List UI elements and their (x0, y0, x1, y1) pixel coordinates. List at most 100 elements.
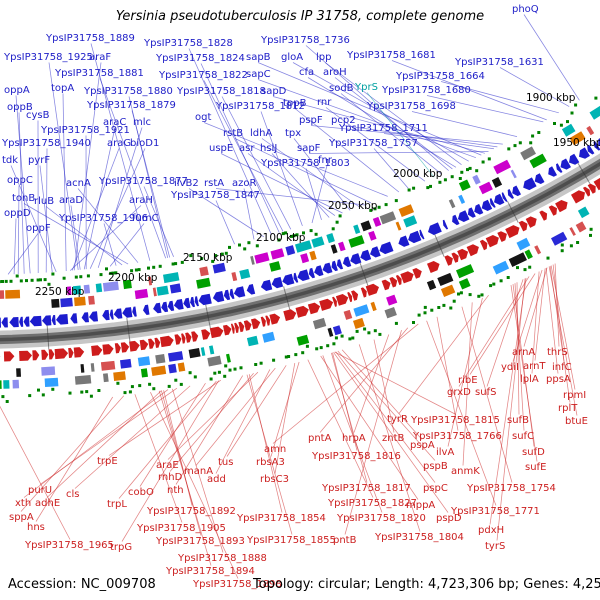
gene-label[interactable]: YpsIP31758_1736 (260, 35, 350, 46)
gene-label[interactable]: infC (552, 362, 572, 373)
gene-label[interactable]: YpsIP31758_1698 (366, 101, 456, 112)
gene-label[interactable]: YpsIP31758_1905 (136, 523, 226, 534)
gene-label[interactable]: cysB (26, 110, 50, 121)
gene-label[interactable]: acnA (66, 178, 91, 189)
gene-label[interactable]: YpsIP31758_1906 (58, 213, 148, 224)
gene-label[interactable]: sufE (525, 462, 546, 473)
gene-label[interactable]: oppD (4, 208, 31, 219)
gene-label[interactable]: ydiI (501, 362, 519, 373)
gene-label[interactable]: rstB (223, 128, 243, 139)
gene-label[interactable]: arnA (512, 347, 535, 358)
gene-label[interactable]: araE (156, 460, 179, 471)
gene-label[interactable]: YpsIP31758_1817 (321, 483, 411, 494)
gene-label[interactable]: mppA (406, 500, 435, 511)
gene-label[interactable]: oppC (7, 175, 33, 186)
gene-label[interactable]: YpsIP31758_1757 (328, 138, 418, 149)
gene-label[interactable]: ilvA (436, 447, 454, 458)
gene-label[interactable]: thrS (547, 347, 568, 358)
gene-label[interactable]: pcp2 (331, 115, 356, 126)
gene-label[interactable]: cobO (128, 487, 154, 498)
gene-label[interactable]: rbsA3 (256, 457, 285, 468)
gene-label[interactable]: YpsIP31758_1877 (98, 176, 188, 187)
gene-label[interactable]: YpsIP31758_1664 (395, 71, 485, 82)
gene-label[interactable]: sufC (512, 431, 534, 442)
gene-label[interactable]: pyrF (28, 155, 50, 166)
gene-label[interactable]: bioD1 (130, 138, 159, 149)
gene-label[interactable]: ribE (458, 375, 478, 386)
gene-label[interactable]: YpsIP31758_1894 (165, 566, 255, 577)
gene-label[interactable]: tdk (2, 155, 18, 166)
gene-label[interactable]: cfa (299, 67, 314, 78)
gene-label[interactable]: fumC (132, 213, 159, 224)
gene-label[interactable]: YpsIP31758_1820 (336, 513, 426, 524)
gene-label[interactable]: YpsIP31758_1847 (170, 190, 260, 201)
gene-label[interactable]: sufB (507, 415, 529, 426)
gene-label[interactable]: rbsC3 (260, 474, 289, 485)
gene-label[interactable]: YpsIP31758_1766 (412, 431, 502, 442)
gene-label[interactable]: YpsIP31758_1921 (40, 125, 130, 136)
gene-label[interactable]: uspE (209, 143, 233, 154)
gene-label[interactable]: tppB (283, 98, 307, 109)
gene-label[interactable]: YpsIP31758_1855 (246, 535, 336, 546)
gene-label[interactable]: anmK (451, 466, 480, 477)
gene-label[interactable]: YpsIP31758_1711 (338, 123, 428, 134)
gene-label[interactable]: YpsIP31758_1828 (143, 38, 233, 49)
gene-label[interactable]: mlc (133, 117, 151, 128)
gene-label[interactable]: YpsIP31758_1889 (45, 33, 135, 44)
gene-label[interactable]: YpsIP31758_1771 (450, 506, 540, 517)
gene-label[interactable]: cls (66, 489, 80, 500)
gene-label[interactable]: YpsIP31758_1925 (3, 52, 93, 63)
gene-label[interactable]: xth (15, 498, 31, 509)
gene-label[interactable]: YpsIP31758_1827 (327, 498, 417, 509)
gene-label[interactable]: YpsIP31758_1940 (1, 138, 91, 149)
gene-label[interactable]: YpsIP31758_1965 (24, 540, 114, 551)
gene-label[interactable]: ppsA (546, 374, 571, 385)
gene-label[interactable]: hns (27, 522, 45, 533)
gene-label[interactable]: YpsIP31758_1680 (381, 85, 471, 96)
gene-label[interactable]: YpsIP31758_1815 (410, 415, 500, 426)
gene-label[interactable]: adhE (35, 498, 60, 509)
gene-label[interactable]: lplA (520, 374, 539, 385)
gene-label[interactable]: tpx (285, 128, 301, 139)
gene-label[interactable]: araF (89, 52, 111, 63)
gene-label[interactable]: pntB (333, 535, 357, 546)
gene-label[interactable]: sapC (246, 69, 271, 80)
gene-label[interactable]: YpsIP31758_1816 (311, 451, 401, 462)
gene-label[interactable]: rnr (317, 97, 332, 108)
gene-label[interactable]: araH (129, 195, 153, 206)
gene-label[interactable]: oppA (4, 85, 30, 96)
gene-label[interactable]: topA (51, 83, 74, 94)
gene-label[interactable]: pspF (299, 115, 323, 126)
gene-label[interactable]: sufS (475, 387, 496, 398)
gene-label[interactable]: rluB (34, 196, 54, 207)
gene-label[interactable]: YpsIP31758_1631 (454, 57, 544, 68)
gene-label[interactable]: YpsIP31758_1888 (177, 553, 267, 564)
gene-label[interactable]: tus (218, 457, 233, 468)
gene-label[interactable]: pspB (423, 461, 448, 472)
gene-label[interactable]: YpsIP31758_1822 (158, 70, 248, 81)
gene-label[interactable]: oppB (7, 102, 33, 113)
gene-label[interactable]: btuE (565, 416, 588, 427)
gene-label[interactable]: tyrR (387, 414, 408, 425)
gene-label[interactable]: YpsIP31758_1880 (83, 86, 173, 97)
gene-label[interactable]: asr (239, 143, 255, 154)
gene-label[interactable]: YpsIP31758_1681 (346, 50, 436, 61)
gene-label[interactable]: trpE (97, 456, 118, 467)
gene-label[interactable]: YpsIP31758_1824 (155, 53, 245, 64)
gene-label[interactable]: trpG (110, 542, 132, 553)
gene-label[interactable]: pspC (423, 483, 448, 494)
gene-label[interactable]: YpsIP31758_1879 (86, 100, 176, 111)
gene-label[interactable]: rplT (558, 403, 578, 414)
gene-label[interactable]: pdxH (478, 525, 504, 536)
gene-label[interactable]: amn (264, 444, 286, 455)
gene-label[interactable]: sppA (9, 512, 34, 523)
gene-label[interactable]: pntA (308, 433, 332, 444)
gene-label[interactable]: arnT (523, 361, 546, 372)
gene-label[interactable]: sapF (297, 143, 321, 154)
gene-label[interactable]: YpsIP31758_1898 (192, 579, 282, 590)
gene-label[interactable]: sufD (522, 447, 545, 458)
gene-label[interactable]: manA (184, 466, 213, 477)
gene-label[interactable]: fnr (318, 155, 333, 166)
gene-label[interactable]: zntB (382, 433, 405, 444)
gene-label[interactable]: aroH (323, 67, 347, 78)
